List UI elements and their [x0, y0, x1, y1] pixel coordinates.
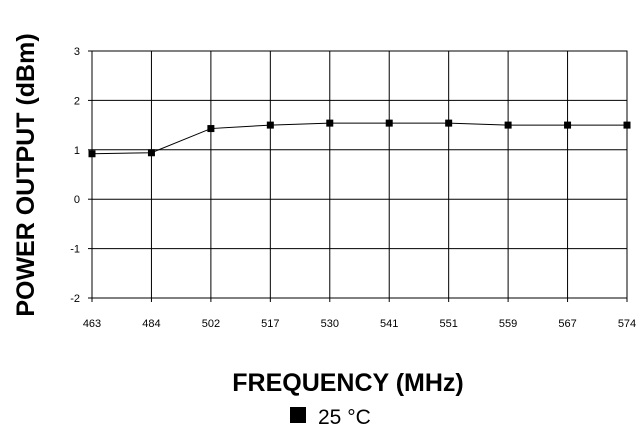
data-point — [88, 150, 96, 158]
data-point — [564, 121, 572, 129]
series — [88, 119, 631, 158]
data-point — [266, 121, 274, 129]
x-tick-label: 559 — [499, 318, 517, 330]
x-axis-ticks: 463 484 502 517 530 541 551 559 567 574 — [83, 298, 636, 330]
data-point — [504, 121, 512, 129]
y-tick-label: 2 — [74, 95, 80, 107]
x-tick-label: 463 — [83, 318, 101, 330]
y-tick-label: 1 — [74, 145, 80, 157]
x-tick-label: 541 — [380, 318, 398, 330]
grid — [91, 50, 628, 299]
y-tick-label: -2 — [70, 293, 80, 305]
data-point — [147, 149, 155, 157]
y-axis-ticks: -2 -1 0 1 2 3 — [70, 46, 92, 305]
data-point — [445, 119, 453, 127]
x-tick-label: 530 — [321, 318, 339, 330]
legend-label: 25 °C — [318, 406, 371, 429]
y-tick-label: 0 — [74, 194, 80, 206]
plot-frame — [91, 50, 628, 299]
x-tick-label: 574 — [618, 318, 636, 330]
y-tick-label: 3 — [74, 46, 80, 58]
data-point — [326, 119, 334, 127]
x-axis-title: FREQUENCY (MHz) — [232, 369, 463, 397]
legend: 25 °C — [290, 406, 371, 429]
y-axis-title: POWER OUTPUT (dBm) — [12, 33, 40, 316]
legend-marker-square — [290, 407, 306, 423]
x-tick-label: 502 — [202, 318, 220, 330]
data-point — [385, 119, 393, 127]
x-tick-label: 567 — [558, 318, 576, 330]
x-tick-label: 517 — [261, 318, 279, 330]
x-tick-label: 484 — [142, 318, 160, 330]
data-point — [623, 121, 631, 129]
x-tick-label: 551 — [439, 318, 457, 330]
y-tick-label: -1 — [70, 244, 80, 256]
series-line — [91, 122, 627, 155]
data-point — [207, 125, 215, 133]
